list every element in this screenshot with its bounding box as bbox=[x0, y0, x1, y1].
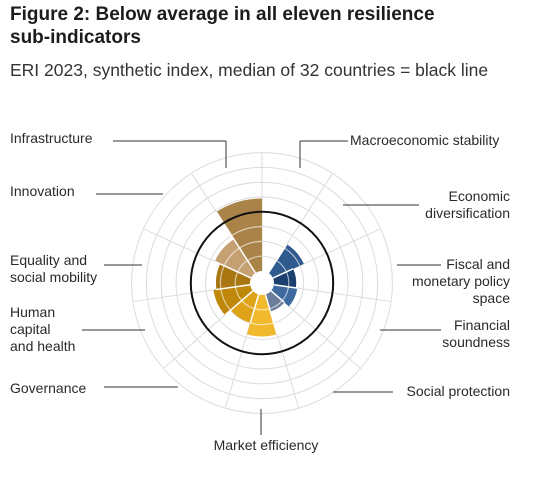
category-label-group: Social protection bbox=[333, 383, 510, 399]
category-label-group: Market efficiency bbox=[214, 409, 319, 453]
wedge bbox=[213, 284, 254, 316]
category-label-line: soundness bbox=[442, 334, 510, 350]
wedge-ring-line bbox=[223, 247, 240, 266]
category-label-group: Infrastructure bbox=[10, 130, 227, 168]
wedge bbox=[246, 294, 278, 337]
category-label: Economic diversification bbox=[425, 188, 510, 221]
wedge-fill bbox=[214, 239, 256, 279]
category-label-line: Fiscal and bbox=[446, 256, 510, 272]
wedge-ring-line bbox=[284, 247, 301, 266]
category-label: Financial soundness bbox=[442, 317, 510, 350]
wedge-edge bbox=[270, 290, 285, 304]
wedges bbox=[213, 198, 304, 337]
category-label-line: Financial bbox=[454, 317, 510, 333]
category-label-line: Economic bbox=[449, 188, 510, 204]
wedge-fill bbox=[272, 268, 297, 288]
chart-subtitle: ERI 2023, synthetic index, median of 32 … bbox=[10, 60, 489, 80]
wedge bbox=[214, 239, 256, 279]
wedge-fill bbox=[271, 284, 298, 307]
category-label: Innovation bbox=[10, 183, 75, 199]
category-label-line: capital bbox=[10, 321, 50, 337]
category-label: Macroeconomic stability bbox=[350, 132, 499, 148]
wedge-edge bbox=[249, 294, 260, 324]
chart-title-line-1: Figure 2: Below average in all eleven re… bbox=[10, 4, 435, 25]
wedge-edge bbox=[273, 283, 298, 289]
category-label-line: Macroeconomic stability bbox=[350, 132, 499, 148]
category-label-line: Social protection bbox=[406, 383, 510, 399]
wedge bbox=[215, 263, 252, 291]
category-label-group: Fiscal and monetary policy space bbox=[397, 256, 510, 306]
median-circle bbox=[189, 210, 335, 356]
category-label-group: Financial soundness bbox=[380, 317, 510, 350]
category-label-line: Innovation bbox=[10, 183, 75, 199]
wedge-ring-line bbox=[220, 288, 232, 311]
category-labels: Macroeconomic stability Economic diversifi… bbox=[10, 130, 510, 453]
category-label-group: Economic diversification bbox=[343, 188, 510, 221]
chart-title: Figure 2: Below average in all eleven re… bbox=[10, 3, 530, 49]
wedge bbox=[215, 198, 263, 274]
category-label-line: Market efficiency bbox=[214, 437, 319, 453]
category-label-group: Governance bbox=[10, 380, 178, 396]
wedge-ring-line bbox=[219, 265, 225, 290]
wedge-edge bbox=[272, 268, 294, 279]
wedge-fill bbox=[230, 290, 259, 323]
category-label-line: space bbox=[473, 290, 511, 306]
wedge-edge bbox=[214, 260, 252, 279]
category-label-group: Equality and social mobility bbox=[10, 252, 142, 285]
wedge-fill bbox=[216, 198, 262, 273]
wedge-edge bbox=[267, 243, 288, 274]
category-label-line: diversification bbox=[425, 205, 510, 221]
median-line bbox=[189, 210, 335, 356]
category-label-line: Infrastructure bbox=[10, 130, 93, 146]
category-label: Market efficiency bbox=[214, 437, 319, 453]
category-label-line: monetary policy bbox=[412, 273, 510, 289]
category-label-group: Human capital and health bbox=[10, 304, 145, 354]
category-label-group: Macroeconomic stability bbox=[299, 132, 499, 168]
category-label: Equality and social mobility bbox=[10, 252, 97, 285]
wedge-edge bbox=[224, 290, 254, 316]
wedge bbox=[272, 268, 297, 288]
category-label: Human capital and health bbox=[10, 304, 75, 354]
category-label-line: Human bbox=[10, 304, 55, 320]
category-label: Infrastructure bbox=[10, 130, 93, 146]
wedge-ring-line bbox=[231, 226, 263, 237]
category-label: Fiscal and monetary policy space bbox=[412, 256, 510, 306]
category-label-line: and health bbox=[10, 338, 75, 354]
wedge-ring-line bbox=[239, 240, 263, 249]
category-label: Social protection bbox=[406, 383, 510, 399]
wedge-edge bbox=[215, 211, 257, 274]
category-label: Governance bbox=[10, 380, 86, 396]
wedge-fill bbox=[246, 294, 278, 337]
wedge-fill bbox=[268, 244, 304, 279]
wedge-edge bbox=[216, 283, 251, 291]
category-label-line: Governance bbox=[10, 380, 86, 396]
category-label-group: Innovation bbox=[10, 183, 163, 199]
chart-title-line-2: sub-indicators bbox=[10, 27, 141, 48]
category-label-line: social mobility bbox=[10, 269, 97, 285]
wedge-edge bbox=[264, 294, 278, 335]
wedge-fill bbox=[265, 290, 285, 312]
grid bbox=[131, 152, 393, 414]
category-label-line: Equality and bbox=[10, 252, 87, 268]
wedge-fill bbox=[213, 284, 253, 316]
wedge-ring-line bbox=[250, 322, 274, 326]
wedge-fill bbox=[215, 263, 252, 290]
